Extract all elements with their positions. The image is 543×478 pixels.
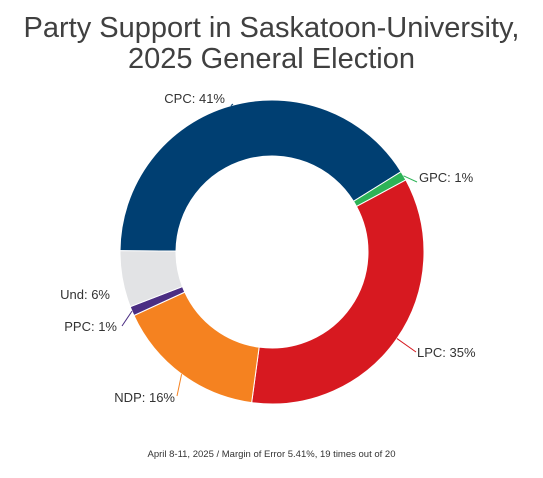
leader-line-cpc xyxy=(230,103,234,107)
slice-label-ndp: NDP: 16% xyxy=(114,390,175,405)
slice-ndp xyxy=(133,291,260,404)
slice-label-lpc: LPC: 35% xyxy=(417,345,476,360)
leader-line-gpc xyxy=(403,175,418,183)
slice-label-ppc: PPC: 1% xyxy=(64,319,117,334)
slice-cpc xyxy=(119,99,402,252)
slice-label-und: Und: 6% xyxy=(60,287,110,302)
leader-line-ndp xyxy=(176,374,183,397)
leader-line-ppc xyxy=(121,310,133,327)
leader-line-lpc xyxy=(396,338,417,353)
chart-title-line-2: 2025 General Election xyxy=(128,43,415,75)
slice-lpc xyxy=(251,179,425,405)
chart-footnote: April 8-11, 2025 / Margin of Error 5.41%… xyxy=(147,449,396,460)
slice-und xyxy=(119,250,184,308)
slice-label-cpc: CPC: 41% xyxy=(164,91,225,106)
slice-label-gpc: GPC: 1% xyxy=(419,170,474,185)
chart-title-line-1: Party Support in Saskatoon-University, xyxy=(23,12,520,44)
